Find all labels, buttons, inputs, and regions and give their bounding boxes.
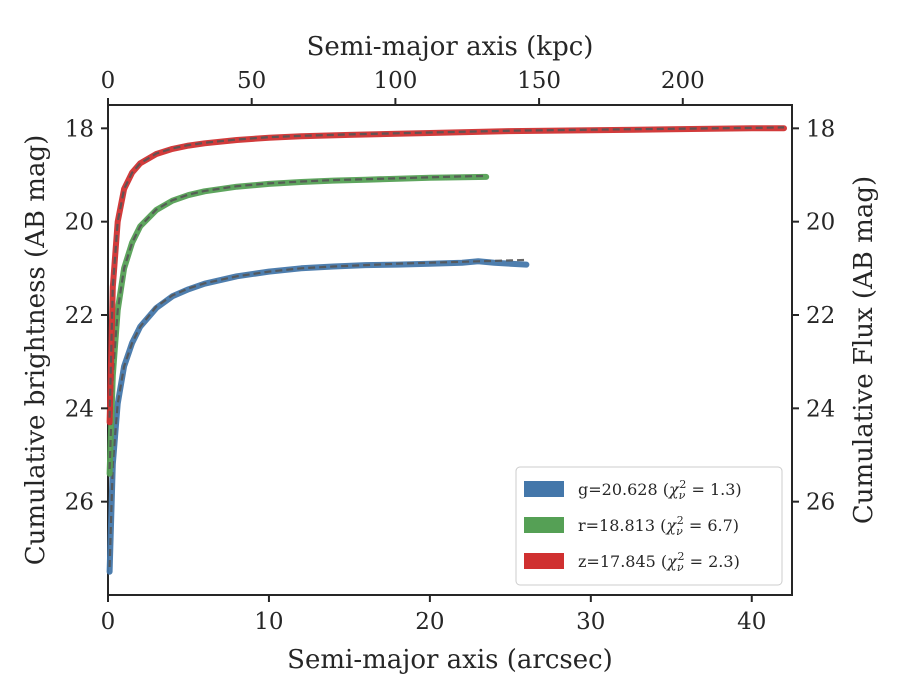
y-tick-label: 22 xyxy=(65,303,94,329)
legend-swatch xyxy=(524,481,564,497)
top-x-tick-label: 100 xyxy=(373,68,417,94)
y-tick-label: 24 xyxy=(65,396,94,422)
plot-area xyxy=(106,104,793,596)
series-g-model-line xyxy=(108,258,527,568)
right-y-tick-label: 24 xyxy=(806,396,835,422)
x-axis-top: 0 50 100 150 200 xyxy=(101,68,705,105)
y-tick-label: 26 xyxy=(65,490,94,516)
top-x-axis-label: Semi-major axis (kpc) xyxy=(307,32,594,62)
right-y-tick-label: 20 xyxy=(806,210,835,236)
series-z-data-line xyxy=(106,125,787,426)
legend-entry-label: z=17.845 (χν2 = 2.3) xyxy=(578,550,740,574)
y-axis-left: 18 20 22 24 26 xyxy=(65,116,108,516)
top-x-tick-label: 0 xyxy=(101,68,116,94)
legend-swatch xyxy=(524,553,564,569)
x-tick-label: 40 xyxy=(737,609,766,635)
legend-entry-label: r=18.813 (χν2 = 6.7) xyxy=(578,514,739,538)
y-tick-label: 20 xyxy=(65,210,94,236)
y-tick-label: 18 xyxy=(65,116,94,142)
top-x-tick-label: 150 xyxy=(517,68,561,94)
series-r-data-line xyxy=(106,173,490,477)
legend-box xyxy=(515,466,783,586)
legend-entry-label: g=20.628 (χν2 = 1.3) xyxy=(578,478,742,502)
y-axis-label: Cumulative brightness (AB mag) xyxy=(21,135,51,566)
top-x-tick-label: 50 xyxy=(237,68,266,94)
legend: g=20.628 (χν2 = 1.3) r=18.813 (χν2 = 6.7)… xyxy=(515,466,783,586)
top-x-tick-label: 200 xyxy=(661,68,705,94)
series-g-data-line xyxy=(106,258,530,575)
series-layer xyxy=(106,125,787,575)
right-y-axis-label: Cumulative Flux (AB mag) xyxy=(849,176,879,524)
x-tick-label: 20 xyxy=(415,609,444,635)
series-r-model-line xyxy=(108,174,487,470)
right-y-tick-label: 26 xyxy=(806,490,835,516)
right-y-tick-label: 18 xyxy=(806,116,835,142)
legend-swatch xyxy=(524,517,564,533)
right-y-tick-label: 22 xyxy=(806,303,835,329)
series-z-model-line xyxy=(108,126,785,418)
x-axis-label: Semi-major axis (arcsec) xyxy=(287,645,613,675)
x-tick-label: 10 xyxy=(254,609,283,635)
x-axis-bottom: 0 10 20 30 40 xyxy=(101,595,766,635)
x-tick-label: 0 xyxy=(101,609,116,635)
plot-frame xyxy=(107,104,793,596)
y-axis-right: 18 20 22 24 26 xyxy=(792,116,835,516)
x-tick-label: 30 xyxy=(576,609,605,635)
